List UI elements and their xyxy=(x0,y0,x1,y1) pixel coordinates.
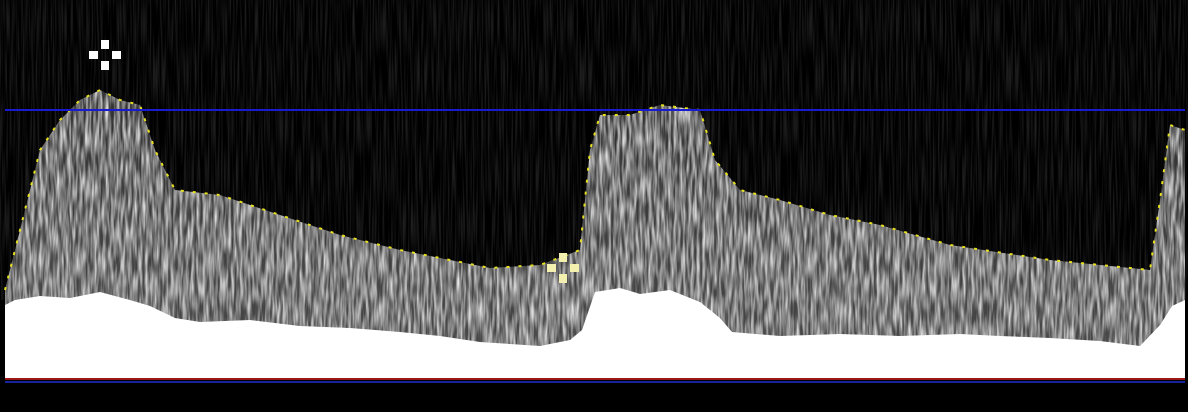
page xyxy=(0,0,1188,412)
doppler-display xyxy=(0,0,1188,412)
